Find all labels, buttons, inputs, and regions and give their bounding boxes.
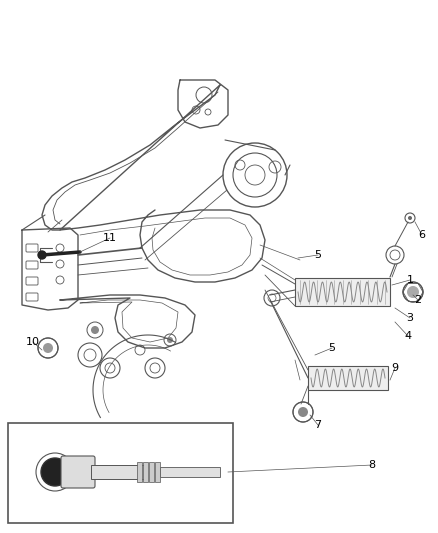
Bar [295, 278, 390, 306]
FancyBboxPatch shape [26, 261, 38, 269]
Bar [8, 423, 233, 523]
Bar [149, 462, 154, 482]
Circle shape [408, 216, 412, 220]
Text: 7: 7 [314, 420, 321, 430]
Circle shape [38, 251, 46, 259]
Bar [155, 462, 160, 482]
Bar [137, 462, 142, 482]
Text: 8: 8 [368, 460, 375, 470]
Text: 3: 3 [406, 313, 413, 323]
Text: 9: 9 [392, 363, 399, 373]
Bar [143, 462, 148, 482]
FancyBboxPatch shape [26, 244, 38, 252]
Text: 6: 6 [418, 230, 425, 240]
FancyBboxPatch shape [26, 293, 38, 301]
Circle shape [43, 343, 53, 353]
Circle shape [41, 458, 69, 486]
Text: 5: 5 [328, 343, 336, 353]
Text: 5: 5 [314, 250, 321, 260]
Circle shape [91, 326, 99, 334]
FancyBboxPatch shape [61, 456, 95, 488]
Bar [91, 465, 146, 479]
Circle shape [298, 407, 308, 417]
FancyBboxPatch shape [26, 277, 38, 285]
Text: 10: 10 [26, 337, 40, 347]
Text: 11: 11 [103, 233, 117, 243]
Bar [308, 366, 388, 390]
Circle shape [167, 337, 173, 343]
Circle shape [407, 286, 419, 298]
Text: 4: 4 [404, 331, 412, 341]
Bar [160, 467, 220, 477]
Text: 2: 2 [414, 295, 421, 305]
Text: 1: 1 [406, 275, 413, 285]
